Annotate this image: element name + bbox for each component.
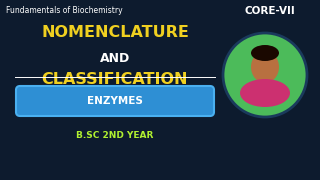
- Text: NOMENCLATURE: NOMENCLATURE: [41, 25, 189, 40]
- Ellipse shape: [140, 0, 320, 180]
- Circle shape: [223, 33, 307, 117]
- Ellipse shape: [240, 79, 290, 107]
- Text: CLASSIFICATION: CLASSIFICATION: [42, 72, 188, 87]
- Ellipse shape: [195, 0, 320, 180]
- Ellipse shape: [251, 45, 279, 61]
- Text: CORE-VII: CORE-VII: [244, 6, 295, 16]
- Text: B.SC 2ND YEAR: B.SC 2ND YEAR: [76, 130, 154, 140]
- Text: Fundamentals of Biochemistry: Fundamentals of Biochemistry: [6, 6, 123, 15]
- Text: AND: AND: [100, 52, 130, 65]
- Text: ENZYMES: ENZYMES: [87, 96, 143, 106]
- Ellipse shape: [251, 51, 279, 83]
- FancyBboxPatch shape: [16, 86, 214, 116]
